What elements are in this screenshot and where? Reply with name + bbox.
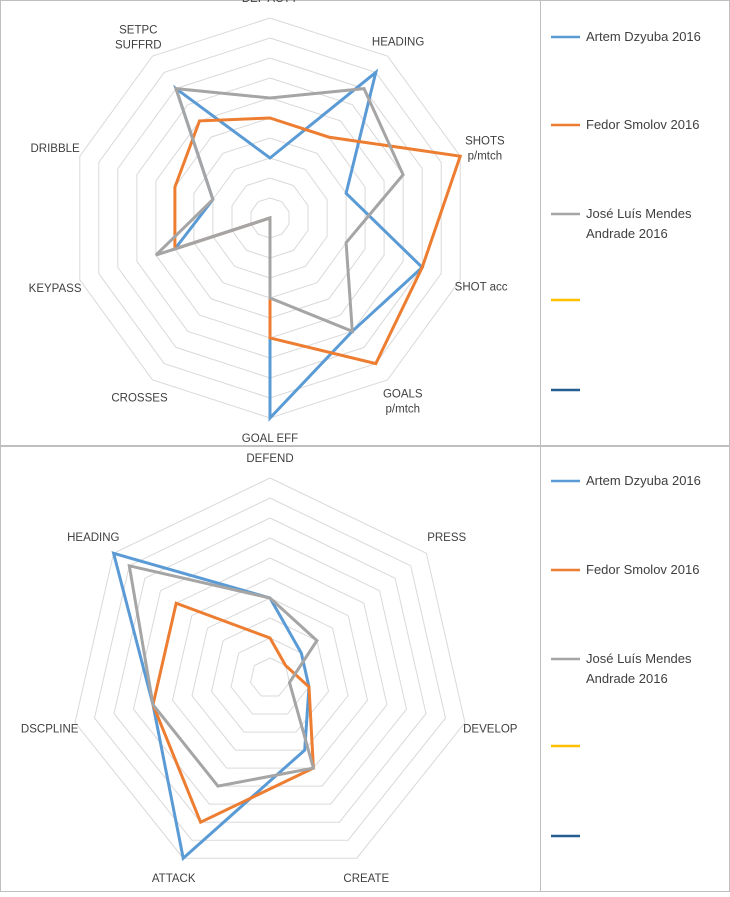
axis-label-dribble: DRIBBLE [30,143,80,155]
grid-ring [153,558,387,786]
series-artem-dzyuba-2016 [175,72,422,418]
axis-label-develop: DEVELOP [463,723,518,735]
chart-2-frame [1,447,730,892]
axis-label-press: PRESS [427,532,466,544]
axis-label-heading: HEADING [372,37,424,49]
series-artem-dzyuba-2016 [114,553,309,858]
legend-label-artem-dzyuba-2016: Artem Dzyuba 2016 [586,29,701,44]
legend-label-fedor-smolov-2016: Fedor Smolov 2016 [586,117,699,132]
axis-label-shot-acc: SHOT acc [455,282,508,294]
axis-label-keypass: KEYPASS [29,283,82,295]
grid-ring [173,578,368,768]
axis-label-crosses: CROSSES [111,393,168,405]
grid-ring [75,478,465,858]
axis-label-create: CREATE [343,873,389,885]
radar-chart-2: DEFEND PRESS DEVELOP CREATE ATTACK DSCPLINE HE… [21,453,701,885]
legend-label-artem-dzyuba-2016: Artem Dzyuba 2016 [586,473,701,488]
series-jose-luis-mendes-andrade-2016 [129,566,317,786]
axis-label-def-acty: DEF ACTY [242,0,299,5]
axis-label-dscpline: DSCPLINE [21,723,79,735]
axis-label-attack: ATTACK [152,873,196,885]
axis-label-defend: DEFEND [246,453,293,465]
axis-label-heading: HEADING [67,532,119,544]
legend-label-fedor-smolov-2016: Fedor Smolov 2016 [586,562,699,577]
axis-label-goal-eff: GOAL EFF [242,433,298,445]
